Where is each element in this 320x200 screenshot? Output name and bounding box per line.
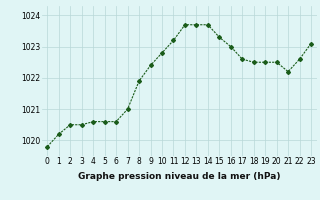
X-axis label: Graphe pression niveau de la mer (hPa): Graphe pression niveau de la mer (hPa) (78, 172, 280, 181)
